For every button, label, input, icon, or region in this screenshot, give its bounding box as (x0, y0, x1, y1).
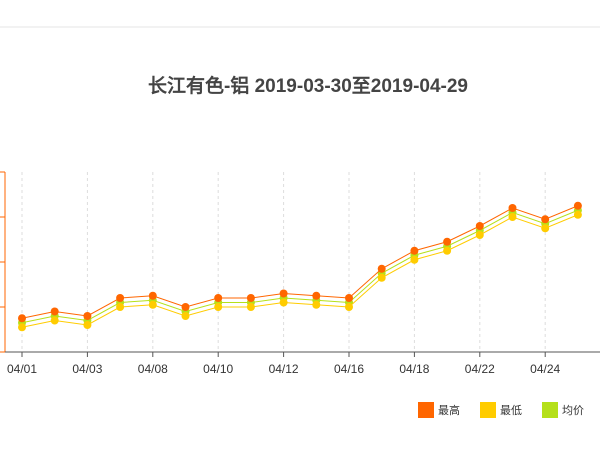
data-point (345, 303, 353, 311)
x-tick-label: 04/24 (530, 362, 560, 376)
data-point (50, 316, 59, 325)
legend-label: 最高 (438, 403, 460, 417)
x-tick-label: 04/01 (7, 362, 37, 376)
data-point (345, 294, 353, 302)
chart-title: 长江有色-铝 2019-03-30至2019-04-29 (148, 74, 468, 97)
data-point (573, 210, 582, 219)
data-point (18, 314, 26, 323)
data-point (443, 237, 452, 246)
legend-label: 最低 (500, 404, 522, 417)
data-point (246, 303, 255, 311)
x-tick-label: 04/16 (334, 362, 364, 376)
data-point (541, 224, 550, 233)
series-line (21, 214, 579, 328)
x-tick-label: 04/03 (72, 362, 102, 376)
data-point (410, 255, 419, 264)
data-point (83, 312, 92, 320)
data-point (312, 291, 321, 300)
data-point (148, 300, 157, 309)
data-point (377, 273, 386, 282)
series-line (21, 209, 579, 324)
data-point (410, 246, 419, 255)
legend-swatch (418, 402, 434, 418)
x-tick-label: 04/22 (465, 362, 495, 376)
data-point (279, 289, 288, 298)
x-tick-label: 04/08 (138, 362, 168, 376)
series-line (21, 205, 579, 319)
data-point (214, 294, 223, 302)
data-point (18, 323, 26, 332)
data-point (279, 298, 288, 307)
data-point (181, 312, 190, 320)
data-point (181, 303, 190, 311)
x-tick-label: 04/18 (399, 362, 429, 376)
data-point (475, 222, 484, 230)
data-point (573, 201, 582, 210)
data-point (50, 307, 59, 316)
data-point (475, 231, 484, 239)
legend-label: 均价 (562, 404, 584, 417)
legend-swatch (480, 402, 496, 418)
x-tick-label: 04/10 (203, 362, 233, 376)
data-point (83, 321, 92, 329)
data-point (508, 204, 517, 212)
data-point (312, 300, 321, 309)
data-point (116, 294, 125, 302)
data-point (214, 303, 223, 311)
data-point (116, 303, 125, 311)
data-point (443, 246, 452, 255)
data-point (246, 294, 255, 302)
legend-swatch (542, 402, 558, 418)
data-point (541, 215, 550, 224)
data-point (148, 291, 157, 300)
data-point (377, 264, 386, 273)
data-point (508, 213, 517, 221)
x-tick-label: 04/12 (269, 362, 299, 376)
